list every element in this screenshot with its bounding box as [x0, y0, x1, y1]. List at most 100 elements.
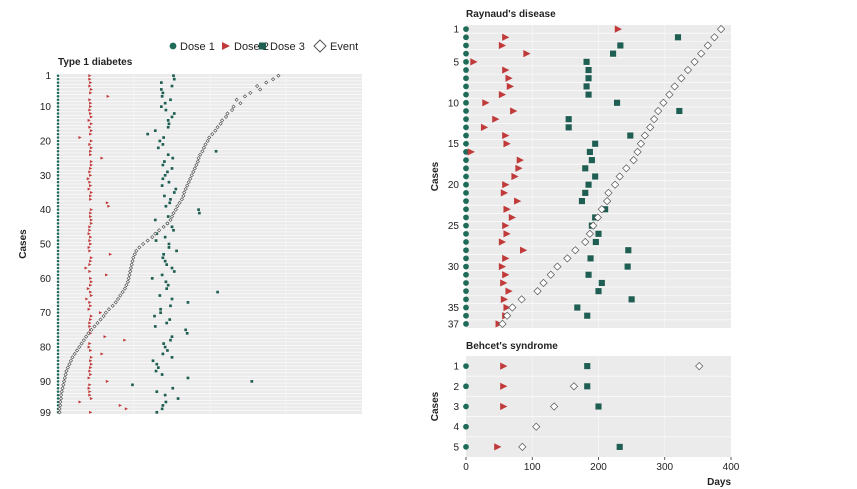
marker-dose2 — [87, 187, 91, 191]
y-tick-label: 1 — [453, 25, 459, 36]
marker-event — [201, 145, 206, 150]
legend-label-event: Event — [330, 41, 358, 53]
marker-event — [115, 296, 121, 302]
marker-event — [67, 362, 72, 367]
marker-dose3 — [176, 397, 180, 400]
marker-dose2 — [498, 262, 507, 271]
marker-event — [169, 214, 175, 219]
marker-dose2 — [89, 153, 93, 157]
marker-dose3 — [156, 366, 160, 369]
marker-event — [248, 90, 253, 95]
marker-event — [220, 118, 225, 123]
marker-dose2 — [98, 311, 103, 315]
marker-event — [58, 403, 63, 408]
marker-event — [213, 128, 218, 133]
marker-event — [181, 193, 186, 198]
marker-dose1 — [463, 423, 469, 430]
marker-event — [695, 362, 704, 371]
marker-dose1 — [463, 280, 469, 286]
marker-dose3 — [585, 66, 592, 74]
marker-dose1 — [56, 345, 60, 349]
marker-dose3 — [163, 235, 167, 239]
y-tick-label: 10 — [448, 98, 460, 109]
marker-dose3 — [582, 165, 589, 172]
marker-dose1 — [56, 225, 60, 229]
marker-dose3 — [161, 404, 165, 407]
marker-event — [604, 188, 613, 197]
legend-label-dose3: Dose 3 — [270, 41, 305, 53]
marker-event — [157, 228, 162, 233]
marker-dose2 — [89, 122, 94, 126]
marker-dose3 — [198, 211, 201, 215]
marker-dose1 — [56, 325, 60, 328]
marker-dose2 — [85, 297, 89, 301]
marker-dose2 — [89, 87, 94, 92]
marker-dose2 — [500, 189, 509, 197]
marker-dose2 — [88, 269, 92, 274]
marker-event — [508, 303, 517, 312]
marker-dose3 — [186, 376, 190, 380]
marker-dose1 — [56, 204, 60, 208]
marker-dose3 — [155, 390, 159, 394]
marker-dose3 — [172, 191, 176, 194]
marker-event — [110, 303, 115, 308]
marker-dose1 — [463, 157, 469, 164]
marker-event — [518, 442, 527, 451]
marker-event — [125, 279, 130, 284]
y-tick-label: 60 — [40, 274, 52, 285]
marker-event — [539, 278, 548, 288]
marker-dose2 — [87, 118, 91, 122]
y-tick-label: 50 — [40, 240, 52, 251]
marker-dose2 — [88, 324, 92, 329]
marker-dose1 — [56, 222, 60, 225]
marker-event — [175, 204, 180, 209]
marker-dose2 — [88, 180, 92, 184]
y-tick-label: 35 — [448, 303, 460, 314]
marker-dose3 — [586, 148, 593, 155]
marker-dose1 — [56, 98, 60, 102]
marker-dose3 — [165, 263, 169, 266]
marker-dose2 — [498, 238, 507, 246]
marker-dose1 — [463, 206, 469, 213]
marker-dose2 — [105, 201, 109, 205]
marker-dose3 — [170, 225, 174, 229]
marker-dose2 — [87, 376, 91, 380]
marker-dose1 — [56, 277, 60, 280]
marker-dose1 — [463, 296, 469, 303]
marker-dose3 — [169, 338, 172, 342]
marker-dose3 — [595, 403, 602, 410]
marker-dose1 — [463, 321, 469, 327]
marker-dose1 — [56, 287, 60, 290]
y-tick-label: 37 — [448, 319, 460, 330]
marker-dose1 — [56, 280, 60, 284]
legend-label-dose1: Dose 1 — [180, 41, 215, 53]
marker-dose2 — [89, 139, 94, 143]
marker-dose1 — [463, 214, 469, 221]
marker-dose1 — [463, 222, 469, 229]
marker-event — [650, 115, 659, 124]
marker-dose1 — [463, 444, 469, 450]
y-tick-label: 1 — [45, 71, 51, 82]
marker-dose1 — [56, 91, 60, 95]
marker-event — [597, 205, 606, 214]
marker-dose3 — [584, 383, 591, 390]
marker-dose1 — [56, 105, 60, 108]
marker-dose3 — [185, 331, 189, 335]
marker-dose2 — [467, 148, 475, 156]
marker-dose1 — [56, 283, 60, 287]
marker-dose2 — [86, 177, 90, 181]
marker-dose3 — [160, 88, 163, 91]
marker-event — [64, 368, 69, 374]
marker-dose1 — [56, 163, 60, 167]
marker-dose2 — [89, 81, 93, 85]
marker-dose3 — [578, 198, 585, 205]
marker-event — [68, 358, 73, 363]
marker-dose2 — [78, 135, 82, 140]
legend-item-event: Event — [313, 39, 358, 53]
marker-dose2 — [100, 352, 104, 356]
marker-dose3 — [592, 173, 599, 180]
marker-dose2 — [89, 149, 93, 153]
marker-dose2 — [500, 362, 508, 370]
marker-dose3 — [625, 247, 632, 254]
y-tick-label: 1 — [453, 362, 459, 373]
